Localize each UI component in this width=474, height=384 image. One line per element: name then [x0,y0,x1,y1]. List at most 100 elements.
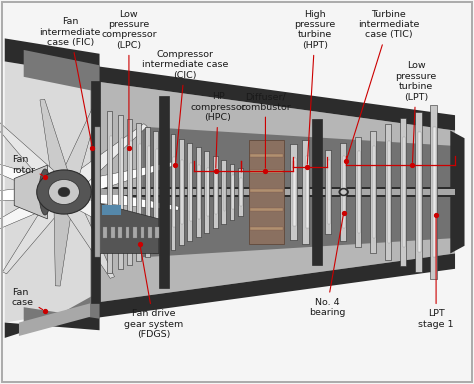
Bar [139,144,141,240]
Polygon shape [19,303,90,336]
Text: Fan
intermediate
case (FIC): Fan intermediate case (FIC) [39,17,101,145]
Bar [133,227,137,238]
Bar [91,81,100,303]
Bar [110,136,112,248]
Bar [141,227,145,238]
Text: LPT
stage 1: LPT stage 1 [419,218,454,329]
Bar [215,170,217,214]
Bar [173,157,175,227]
Text: Fan
rotor: Fan rotor [12,156,43,175]
Bar [145,127,150,257]
Polygon shape [0,187,38,200]
Polygon shape [90,65,455,131]
Polygon shape [0,197,46,243]
Bar [249,140,284,244]
Bar [250,189,283,192]
Polygon shape [86,162,175,192]
Bar [196,147,201,237]
Bar [370,131,376,253]
Ellipse shape [39,169,51,215]
Bar [302,140,309,244]
Bar [182,160,183,224]
Bar [148,227,152,238]
Bar [102,205,121,215]
Bar [290,144,297,240]
Bar [171,134,175,250]
Bar [190,162,192,222]
Text: High
pressure
turbine
(HPT): High pressure turbine (HPT) [294,10,336,164]
Polygon shape [5,307,100,338]
Bar [232,175,234,209]
Bar [240,178,242,206]
Bar [312,119,322,265]
Polygon shape [76,124,147,182]
Bar [213,156,218,228]
Polygon shape [5,38,100,77]
Polygon shape [2,207,58,274]
Bar [95,127,100,257]
Ellipse shape [49,180,80,204]
Polygon shape [100,204,159,253]
Bar [155,227,159,238]
Bar [418,132,420,252]
Polygon shape [24,50,100,92]
Bar [198,165,200,219]
Bar [121,138,123,246]
Bar [95,187,455,197]
Bar [118,227,122,238]
Polygon shape [450,131,465,253]
Text: Low
pressure
compressor
(LPC): Low pressure compressor (LPC) [101,10,157,145]
Ellipse shape [37,170,91,214]
Bar [118,115,123,269]
Bar [340,143,346,240]
Bar [306,156,309,228]
Bar [127,119,132,265]
Polygon shape [24,292,100,334]
Bar [204,151,209,233]
Text: Turbine
intermediate
case (TIC): Turbine intermediate case (TIC) [347,10,419,159]
Bar [325,150,331,234]
Bar [250,227,283,230]
Bar [433,127,436,257]
Polygon shape [14,165,47,219]
Bar [224,173,226,211]
Bar [159,96,169,288]
Polygon shape [0,152,44,190]
Polygon shape [64,101,100,174]
Bar [156,149,158,235]
Bar [355,137,361,247]
Bar [400,118,406,266]
Ellipse shape [58,187,70,197]
Text: Fan
case: Fan case [12,288,43,310]
Bar [373,146,375,238]
Bar [385,124,391,260]
Polygon shape [142,127,455,257]
Bar [238,168,243,216]
Polygon shape [67,209,115,278]
Bar [153,131,158,253]
Bar [111,227,115,238]
Bar [229,164,234,220]
Bar [136,123,141,261]
Polygon shape [80,199,157,251]
Bar [221,160,226,224]
Bar [107,111,112,273]
Text: Low
pressure
turbine
(LPT): Low pressure turbine (LPT) [395,61,437,162]
Polygon shape [0,117,55,180]
Bar [343,156,345,228]
Ellipse shape [338,188,349,196]
Bar [328,161,330,223]
Text: No. 4
bearing: No. 4 bearing [309,216,345,317]
Polygon shape [54,213,71,286]
Bar [103,227,107,238]
Bar [403,137,405,247]
Bar [207,167,209,217]
Bar [250,208,283,211]
Bar [188,143,192,241]
Bar [179,139,184,245]
Bar [293,159,296,226]
Text: Diffuser/
combustor: Diffuser/ combustor [240,92,291,168]
Bar [250,154,283,157]
Bar [148,146,150,238]
Polygon shape [40,99,67,172]
